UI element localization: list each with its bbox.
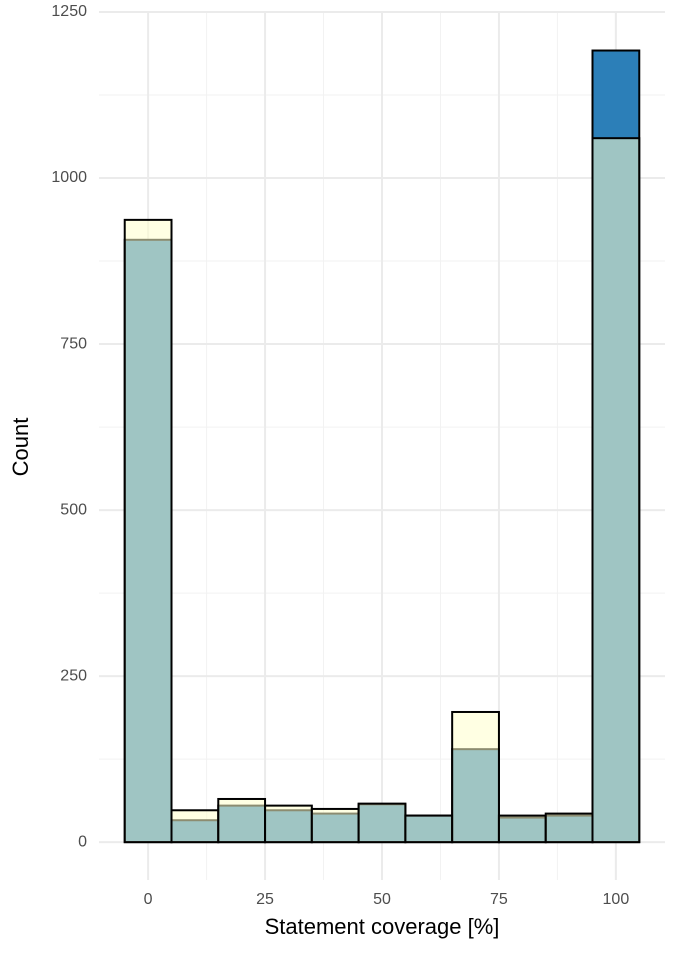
bar (264, 804, 313, 844)
y-tick-label: 250 (60, 667, 87, 684)
x-tick-label: 50 (373, 891, 391, 908)
y-axis-title: Count (8, 418, 33, 477)
bar (591, 137, 641, 844)
x-tick-label: 100 (603, 891, 630, 908)
x-tick-label: 75 (490, 891, 508, 908)
bar (217, 797, 267, 844)
x-tick-label: 0 (144, 891, 153, 908)
y-tick-label: 0 (78, 833, 87, 850)
y-tick-label: 500 (60, 501, 87, 518)
bar (451, 710, 500, 844)
x-axis-title: Statement coverage [%] (265, 914, 500, 939)
x-tick-label: 25 (256, 891, 274, 908)
bar (310, 807, 360, 844)
bar (123, 218, 173, 844)
bar (404, 814, 454, 844)
y-tick-label: 1000 (51, 169, 87, 186)
bar (497, 814, 547, 844)
y-tick-label: 750 (60, 335, 87, 352)
y-tick-label: 1250 (51, 3, 87, 20)
bar (170, 809, 220, 844)
bar (544, 812, 594, 844)
bar (357, 802, 407, 844)
